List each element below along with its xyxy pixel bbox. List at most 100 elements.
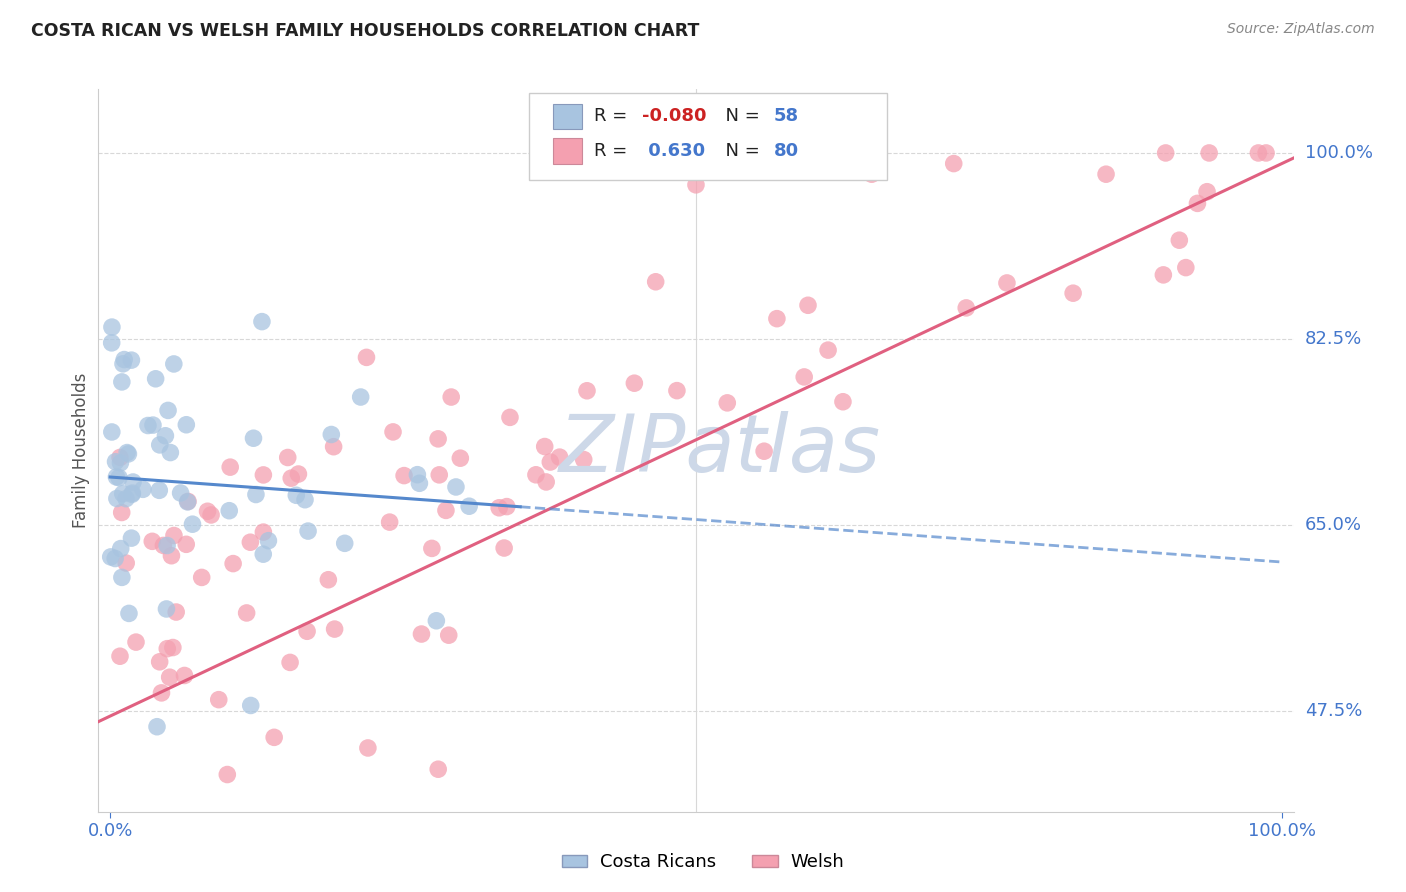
Point bbox=[121, 486, 143, 500]
Point bbox=[1187, 196, 1209, 211]
Point bbox=[159, 670, 181, 684]
Point bbox=[488, 500, 510, 515]
Text: ZIPatlas: ZIPatlas bbox=[558, 411, 882, 490]
FancyBboxPatch shape bbox=[553, 138, 582, 163]
Point bbox=[160, 549, 183, 563]
Point bbox=[239, 535, 262, 549]
Point bbox=[444, 480, 467, 494]
Point bbox=[321, 427, 343, 442]
Point bbox=[155, 429, 177, 443]
Text: N =: N = bbox=[714, 142, 765, 160]
Point bbox=[115, 556, 138, 570]
Point bbox=[294, 492, 316, 507]
Point bbox=[208, 692, 231, 706]
Point bbox=[176, 417, 198, 432]
Text: Source: ZipAtlas.com: Source: ZipAtlas.com bbox=[1227, 22, 1375, 37]
Point bbox=[176, 495, 198, 509]
Point bbox=[257, 533, 280, 548]
Point bbox=[111, 375, 134, 389]
Point bbox=[1095, 167, 1118, 181]
Point bbox=[295, 624, 318, 639]
Point bbox=[524, 467, 547, 482]
Point bbox=[111, 487, 134, 501]
Point bbox=[252, 547, 274, 561]
Point bbox=[173, 668, 195, 682]
Point bbox=[190, 570, 212, 584]
Point bbox=[121, 487, 143, 501]
Point bbox=[146, 720, 169, 734]
Point bbox=[278, 656, 301, 670]
Point bbox=[449, 451, 471, 466]
Point bbox=[533, 440, 555, 454]
Point bbox=[152, 538, 174, 552]
Point bbox=[458, 500, 481, 514]
Point bbox=[534, 475, 557, 489]
Point bbox=[100, 335, 122, 350]
Point bbox=[538, 455, 561, 469]
Point bbox=[165, 605, 187, 619]
Point bbox=[427, 432, 450, 446]
Point bbox=[277, 450, 299, 465]
Point bbox=[793, 370, 815, 384]
Point bbox=[575, 384, 598, 398]
Point bbox=[235, 606, 257, 620]
Point bbox=[112, 352, 135, 367]
Point bbox=[219, 460, 242, 475]
Point bbox=[1247, 145, 1270, 160]
FancyBboxPatch shape bbox=[529, 93, 887, 179]
Point bbox=[1062, 286, 1084, 301]
Point bbox=[323, 622, 346, 636]
Point bbox=[752, 444, 775, 458]
Point bbox=[239, 698, 262, 713]
Point bbox=[162, 640, 184, 655]
Point bbox=[1168, 233, 1191, 247]
Point bbox=[242, 431, 264, 445]
Point bbox=[644, 275, 666, 289]
Text: -0.080: -0.080 bbox=[643, 107, 707, 125]
Point bbox=[120, 531, 142, 545]
Point bbox=[411, 627, 433, 641]
Point bbox=[125, 635, 148, 649]
Point bbox=[685, 178, 707, 192]
Text: 0.630: 0.630 bbox=[643, 142, 706, 160]
Point bbox=[122, 475, 145, 489]
Point bbox=[420, 541, 443, 556]
Point bbox=[108, 471, 131, 485]
Point bbox=[356, 351, 378, 365]
Point bbox=[101, 425, 124, 439]
Point bbox=[150, 686, 173, 700]
Text: R =: R = bbox=[595, 107, 633, 125]
Point bbox=[132, 483, 155, 497]
Point bbox=[392, 468, 415, 483]
Point bbox=[200, 508, 222, 522]
Point bbox=[250, 315, 273, 329]
Point bbox=[955, 301, 977, 315]
Point bbox=[406, 467, 429, 482]
Point bbox=[118, 607, 141, 621]
Point bbox=[142, 418, 165, 433]
Point bbox=[120, 353, 142, 368]
Point bbox=[100, 549, 122, 564]
Text: COSTA RICAN VS WELSH FAMILY HOUSEHOLDS CORRELATION CHART: COSTA RICAN VS WELSH FAMILY HOUSEHOLDS C… bbox=[31, 22, 699, 40]
Point bbox=[495, 500, 517, 514]
Text: 100.0%: 100.0% bbox=[1305, 144, 1372, 162]
Point bbox=[548, 450, 571, 464]
Point bbox=[117, 447, 139, 461]
Point bbox=[148, 483, 170, 498]
Point bbox=[136, 418, 159, 433]
Point bbox=[285, 488, 308, 502]
Point bbox=[817, 343, 839, 357]
Point bbox=[169, 486, 191, 500]
Point bbox=[860, 167, 883, 181]
Point bbox=[145, 372, 167, 386]
Point bbox=[942, 156, 965, 170]
Point bbox=[318, 573, 340, 587]
Point bbox=[378, 515, 401, 529]
Point bbox=[245, 487, 267, 501]
Point bbox=[716, 396, 738, 410]
Point bbox=[252, 525, 274, 540]
Point bbox=[177, 494, 200, 508]
FancyBboxPatch shape bbox=[553, 103, 582, 129]
Point bbox=[322, 440, 344, 454]
Point bbox=[425, 614, 447, 628]
